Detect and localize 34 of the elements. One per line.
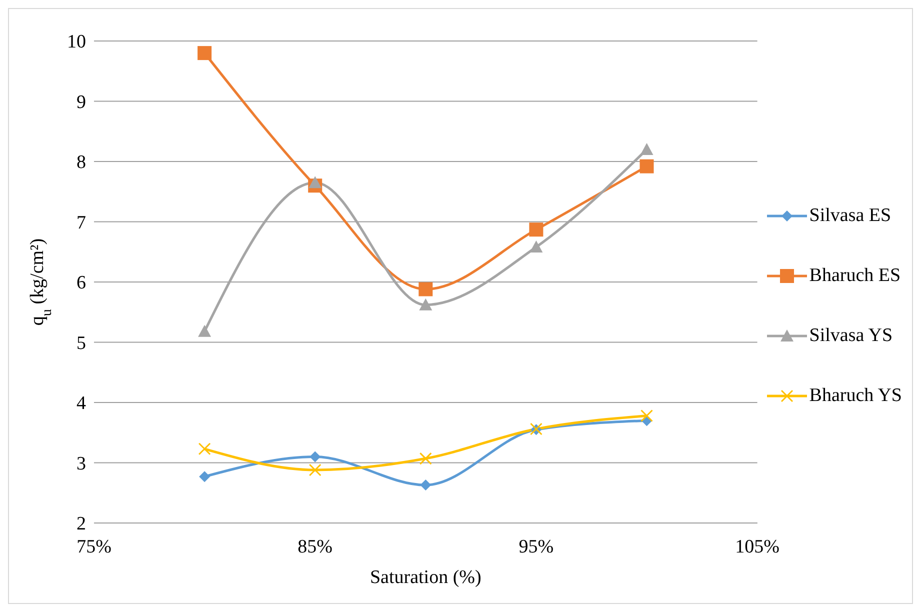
y-tick-label: 7 [76, 212, 86, 234]
y-tick-label: 2 [76, 514, 86, 535]
x-axis-title: Saturation (%) [370, 567, 482, 588]
point [640, 410, 653, 422]
point [198, 324, 212, 337]
x-tick-label: 95% [518, 536, 554, 558]
legend-label: Bharuch ES [809, 265, 901, 287]
point [419, 452, 432, 465]
point [310, 451, 321, 462]
point [420, 480, 432, 491]
x-tick-label: 85% [298, 536, 333, 558]
point [308, 176, 322, 188]
point [308, 464, 322, 476]
y-tick-label: 5 [76, 332, 86, 354]
y-tick-label: 8 [76, 152, 86, 174]
point [529, 222, 544, 237]
y-tick-label: 10 [67, 32, 86, 53]
point [418, 282, 433, 296]
point [199, 471, 210, 482]
y-tick-label: 6 [76, 272, 86, 294]
point [640, 159, 654, 174]
legend-label: Silvasa YS [809, 325, 893, 347]
legend-label: Bharuch YS [809, 385, 902, 407]
point [640, 142, 654, 155]
y-tick-label: 9 [76, 92, 86, 113]
y-tick-label: 3 [76, 453, 86, 474]
point [530, 240, 543, 253]
point [419, 298, 432, 310]
y-tick-label: 4 [76, 393, 86, 414]
point [198, 46, 212, 60]
x-tick-label: 75% [76, 536, 112, 558]
x-tick-label: 105% [735, 536, 780, 558]
point [198, 442, 211, 456]
legend-label: Silvasa ES [809, 205, 892, 227]
